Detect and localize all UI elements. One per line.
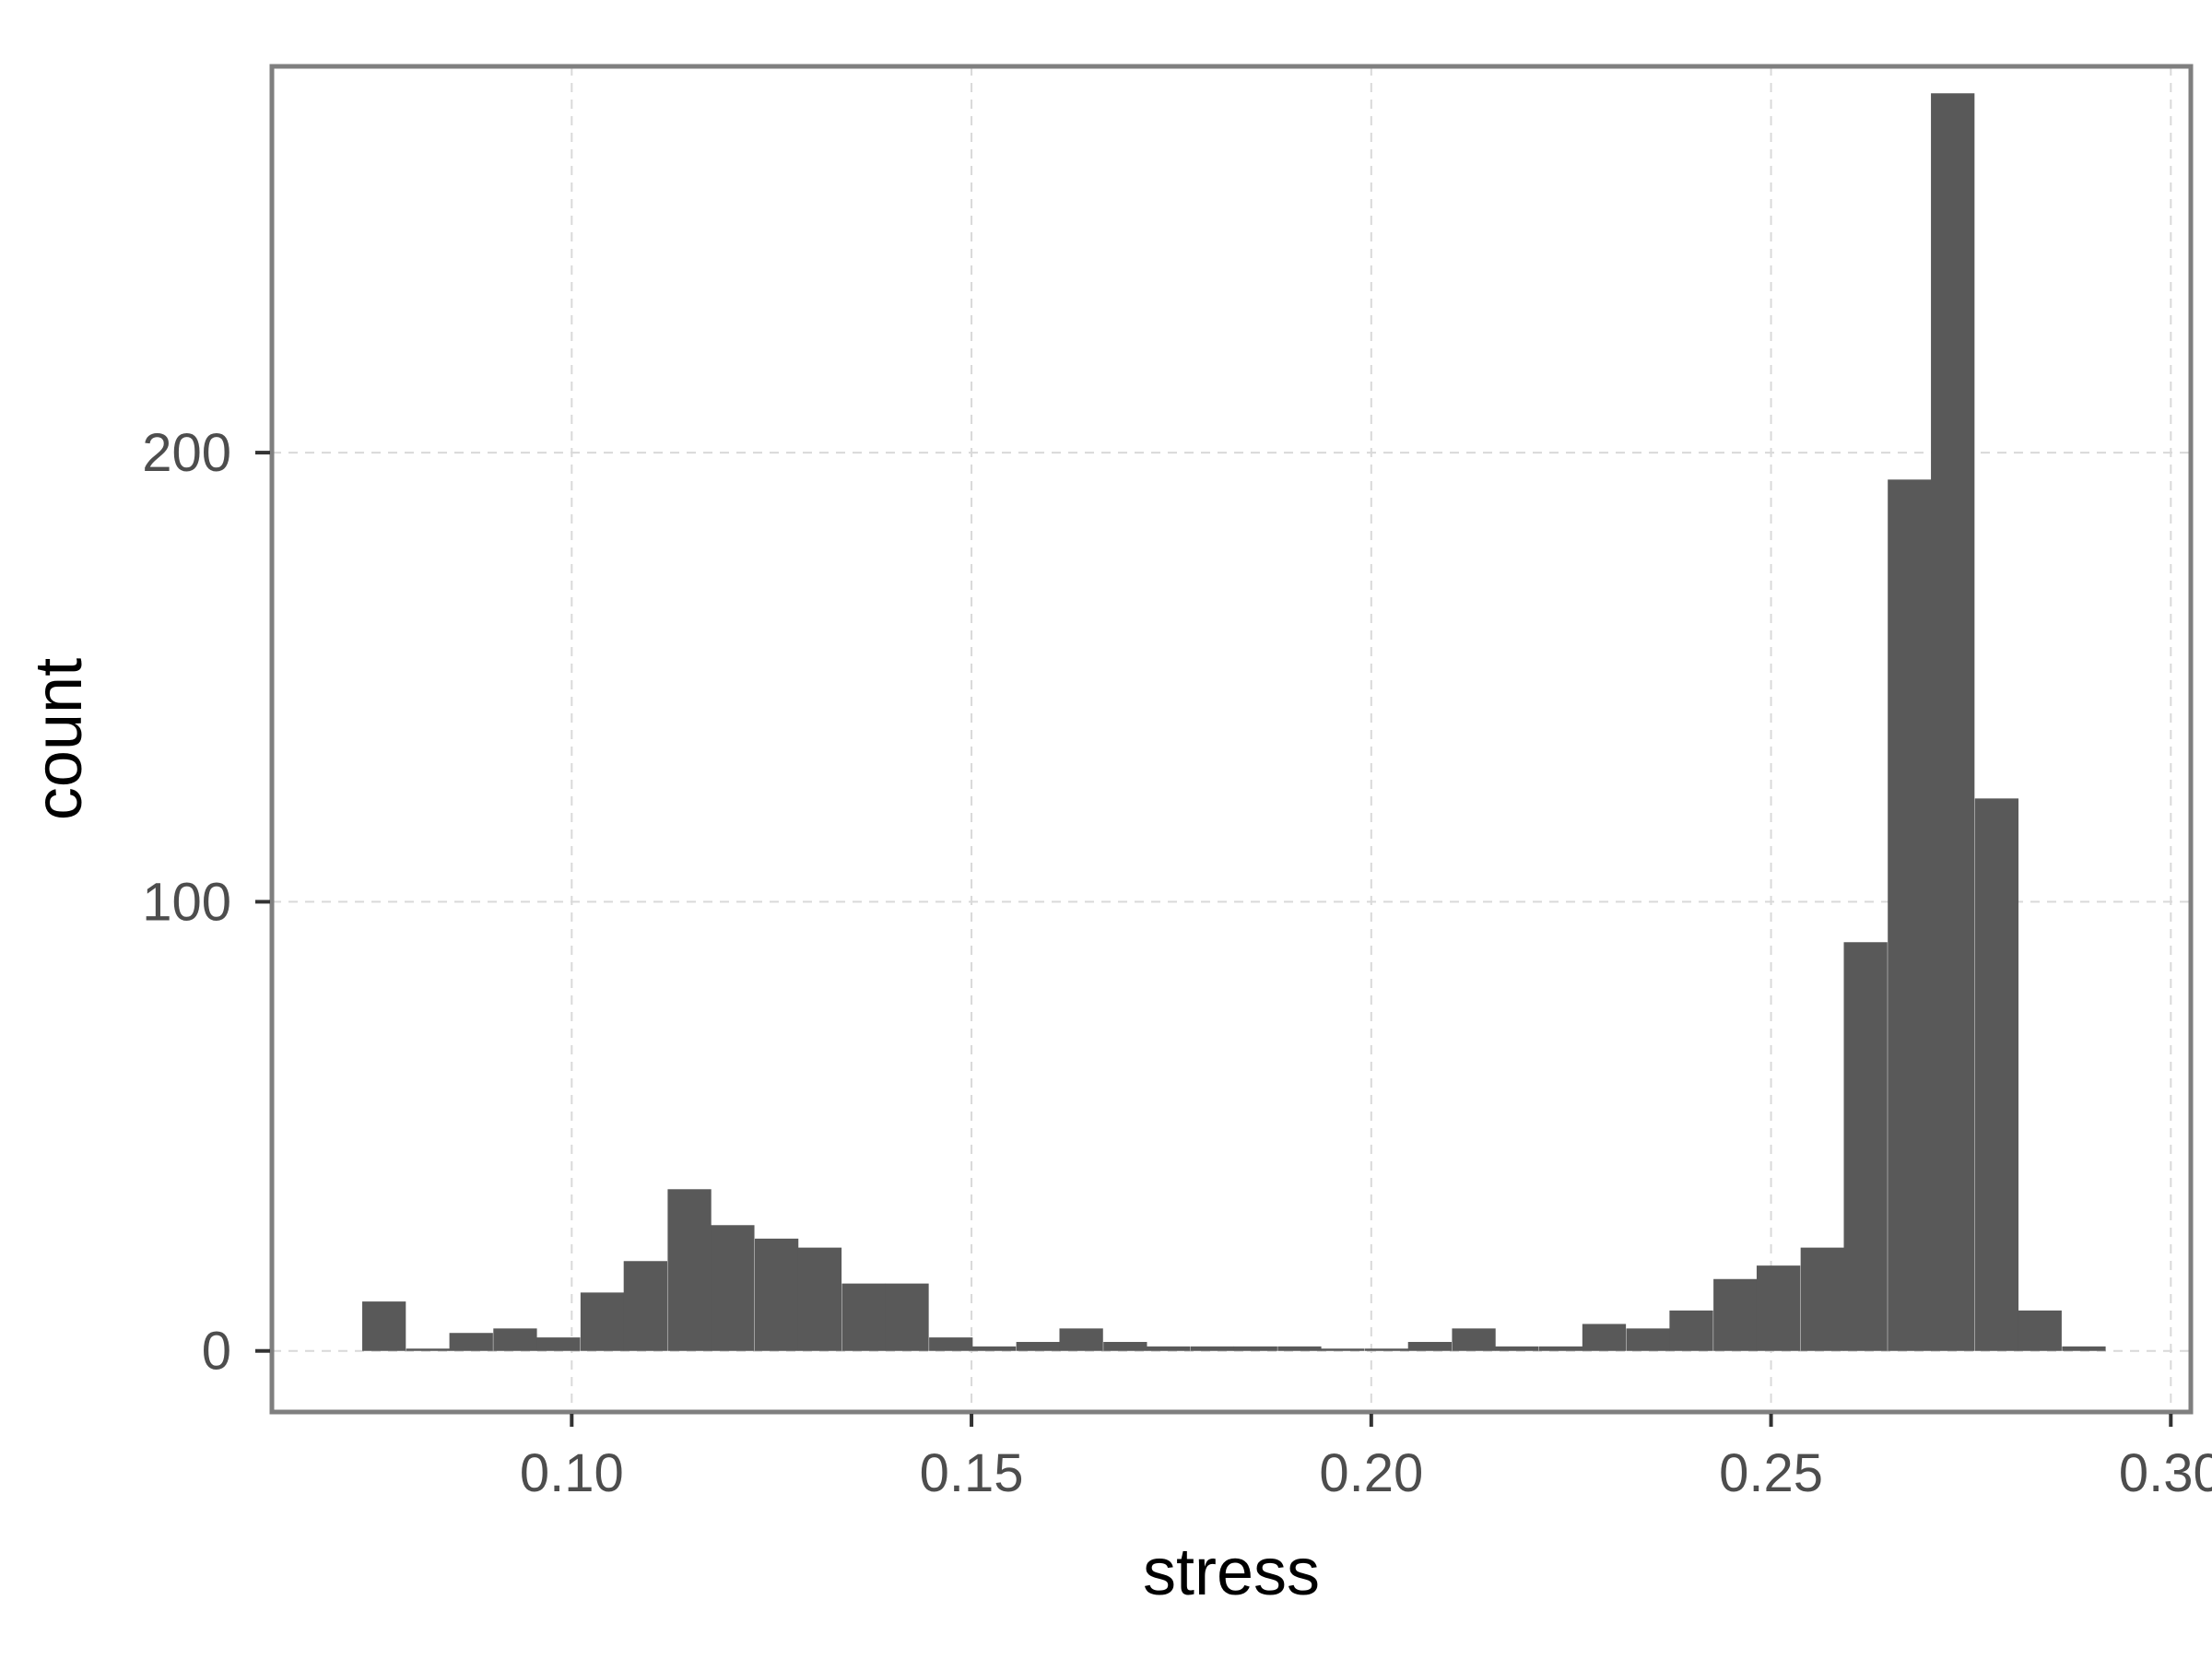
y-tick-label: 100: [142, 872, 231, 932]
x-tick-label: 0.10: [520, 1443, 624, 1503]
histogram-bar: [1190, 1346, 1235, 1351]
histogram-bar: [1321, 1348, 1365, 1351]
histogram-bar: [1407, 1341, 1452, 1351]
y-axis-title: count: [22, 658, 96, 820]
histogram-bar: [1974, 798, 2019, 1351]
histogram-bar: [406, 1348, 451, 1351]
histogram-bar: [754, 1238, 799, 1351]
histogram-bar: [1843, 942, 1888, 1351]
histogram-bar: [1538, 1346, 1583, 1351]
histogram-bar: [1059, 1328, 1103, 1351]
histogram-bar: [1277, 1346, 1322, 1351]
histogram-bar: [1756, 1265, 1801, 1351]
histogram-bar: [711, 1225, 755, 1351]
histogram-bar: [2018, 1310, 2062, 1351]
y-tick-label: 200: [142, 423, 231, 483]
histogram-bar: [1103, 1341, 1147, 1351]
histogram-bar: [1669, 1310, 1713, 1351]
histogram-bar: [1495, 1346, 1539, 1351]
histogram-bar: [971, 1346, 1017, 1351]
histogram-bar: [2062, 1346, 2106, 1351]
histogram-bar: [1582, 1324, 1627, 1351]
histogram-bar: [1888, 479, 1932, 1351]
histogram-bar: [1800, 1247, 1844, 1351]
histogram-bar: [536, 1337, 581, 1351]
histogram-bar: [580, 1292, 625, 1351]
histogram-bar: [1233, 1346, 1277, 1351]
histogram-bars: [362, 93, 2106, 1351]
y-axis-tick-labels: 0 100 200: [142, 423, 231, 1382]
histogram-bar: [362, 1301, 406, 1351]
histogram-bar: [1016, 1341, 1060, 1351]
y-tick-label: 0: [202, 1322, 231, 1382]
histogram-bar: [667, 1189, 712, 1351]
x-tick-label: 0.25: [1719, 1443, 1823, 1503]
histogram-bar: [1626, 1328, 1670, 1351]
x-tick-label: 0.20: [1319, 1443, 1423, 1503]
x-tick-label: 0.15: [920, 1443, 1024, 1503]
x-axis-tick-labels: 0.10 0.15 0.20 0.25 0.30: [520, 1443, 2212, 1503]
histogram-bar: [449, 1333, 493, 1351]
histogram-bar: [493, 1328, 537, 1351]
histogram-bar: [1147, 1346, 1191, 1351]
histogram-bar: [841, 1283, 886, 1351]
x-tick-label: 0.30: [2119, 1443, 2212, 1503]
axis-ticks: [255, 451, 2173, 1427]
histogram-bar: [885, 1283, 929, 1351]
grid-lines: [272, 66, 2191, 1412]
x-axis-title: stress: [1143, 1535, 1320, 1609]
histogram-bar: [797, 1247, 842, 1351]
histogram-bar: [1364, 1348, 1409, 1351]
histogram-bar: [1452, 1328, 1496, 1351]
histogram-bar: [1713, 1278, 1758, 1351]
histogram-bar: [929, 1337, 973, 1351]
panel-border: [269, 64, 2194, 1415]
histogram-bar: [1931, 93, 1975, 1351]
histogram-bar: [623, 1261, 667, 1351]
